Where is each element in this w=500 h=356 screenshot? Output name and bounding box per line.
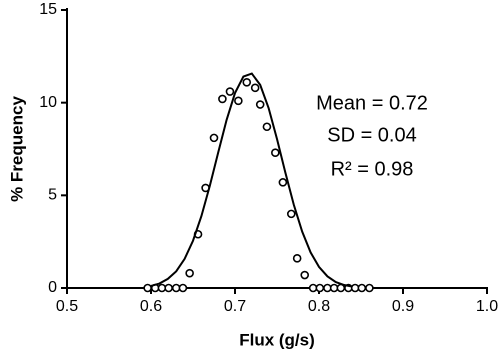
data-point: [185, 268, 194, 278]
data-point: [209, 133, 219, 143]
x-tick-label: 0.6: [140, 298, 162, 315]
data-point: [242, 77, 252, 87]
x-tick-label: 0.7: [224, 298, 246, 315]
data-point: [315, 283, 325, 293]
x-tick-label: 0.8: [308, 298, 330, 315]
annotation: R² = 0.98: [331, 158, 414, 180]
x-tick-label: 0.5: [56, 298, 78, 315]
data-point: [234, 96, 243, 106]
data-point: [278, 178, 288, 187]
y-tick-label: 0: [48, 279, 57, 296]
y-tick-label: 10: [39, 94, 57, 111]
data-point: [357, 283, 367, 293]
data-point: [164, 283, 173, 293]
annotation: Mean = 0.72: [316, 92, 428, 114]
data-point: [218, 94, 227, 104]
data-point: [365, 283, 374, 293]
data-point: [225, 87, 235, 96]
data-point: [143, 283, 152, 293]
data-point: [292, 254, 302, 263]
data-point: [178, 283, 188, 293]
x-axis-label: Flux (g/s): [239, 330, 315, 349]
x-tick-label: 1.0: [476, 298, 498, 315]
y-tick-label: 5: [48, 187, 57, 204]
data-point: [250, 83, 260, 93]
data-point: [300, 270, 310, 280]
data-point: [271, 148, 280, 158]
fit-line: [150, 72, 353, 288]
data-point: [262, 122, 272, 132]
annotation: SD = 0.04: [327, 124, 417, 146]
data-point: [286, 209, 296, 219]
y-axis-label: % Frequency: [7, 96, 26, 202]
y-tick-label: 15: [39, 1, 57, 18]
data-point: [255, 100, 265, 109]
x-tick-label: 0.9: [392, 298, 414, 315]
